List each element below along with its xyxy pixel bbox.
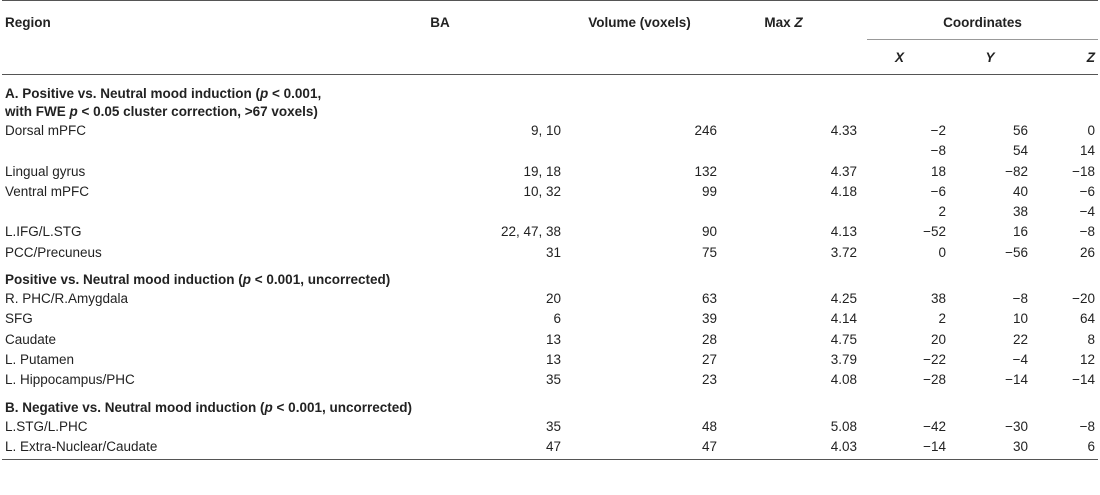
section-title-b: B. Negative vs. Neutral mood induction (… [5,399,412,415]
table-row: PCC/Precuneus 31 75 3.72 0 −56 26 [5,244,1096,260]
header-ba: BA [430,15,450,30]
header-maxz: Max Z [764,15,803,30]
header-y: Y [985,50,995,65]
table-header: Region BA Volume (voxels) Max Z Coordina… [2,0,1099,75]
table-body: A. Positive vs. Neutral mood induction (… [2,75,1099,460]
header-volume: Volume (voxels) [588,15,691,30]
section-a-title-line1: A. Positive vs. Neutral mood induction (… [5,86,322,101]
table-row: −8 54 14 [930,143,1096,159]
header-x: X [894,50,904,65]
header-region: Region [5,15,51,30]
table-row: L. Hippocampus/PHC 35 23 4.08 −28 −14 −1… [5,372,1096,388]
table-row: Caudate 13 28 4.75 20 22 8 [5,331,1096,347]
section-title-a: A. Positive vs. Neutral mood induction (… [2,75,1098,122]
table-row: L. Putamen 13 27 3.79 −22 −4 12 [5,351,1096,367]
table-row: R. PHC/R.Amygdala 20 63 4.25 38 −8 −20 [5,291,1096,307]
table-row: L.STG/L.PHC 35 48 5.08 −42 −30 −8 [5,418,1096,434]
table-row: L. Extra-Nuclear/Caudate 47 47 4.03 −14 … [5,438,1096,454]
table-row: Dorsal mPFC 9, 10 246 4.33 −2 56 0 [5,123,1096,138]
results-table: Region BA Volume (voxels) Max Z Coordina… [2,0,1099,460]
section-title-positive-uncorrected: Positive vs. Neutral mood induction (p <… [5,272,391,288]
table-row: Ventral mPFC 10, 32 99 4.18 −6 40 −6 [5,183,1096,199]
table-row: 2 38 −4 [938,204,1096,220]
header-z: Z [1086,50,1096,65]
table-row: L.IFG/L.STG 22, 47, 38 90 4.13 −52 16 −8 [5,224,1096,240]
table-row: SFG 6 39 4.14 2 10 64 [5,311,1096,327]
header-coordinates: Coordinates [867,0,1099,40]
table-row: Lingual gyrus 19, 18 132 4.37 18 −82 −18 [5,163,1096,179]
section-a-title-line2: with FWE p < 0.05 cluster correction, >6… [5,104,318,119]
